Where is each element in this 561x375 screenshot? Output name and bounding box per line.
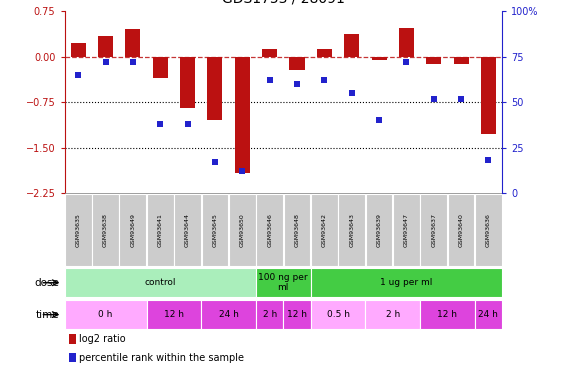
Bar [365,300,420,329]
Point [210,159,219,165]
Bar [98,36,113,57]
Point [292,81,301,87]
Bar [92,194,119,266]
Text: GSM93641: GSM93641 [158,213,163,247]
Text: 2 h: 2 h [263,310,277,319]
Text: time: time [35,310,59,320]
Bar [147,194,174,266]
Bar [208,57,223,120]
Point [128,59,137,65]
Point [101,59,110,65]
Bar [262,50,277,57]
Text: GSM93635: GSM93635 [76,213,81,247]
Text: GSM93638: GSM93638 [103,213,108,247]
Text: 12 h: 12 h [164,310,184,319]
Bar [201,194,228,266]
Bar [283,300,311,329]
Text: GSM93649: GSM93649 [130,213,135,247]
Point [347,90,356,96]
Text: GSM93640: GSM93640 [458,213,463,247]
Bar [481,57,496,134]
Bar [317,50,332,57]
Bar [174,194,201,266]
Bar [125,30,140,57]
Bar [399,28,414,57]
Bar [256,300,283,329]
Text: GSM93636: GSM93636 [486,213,491,247]
Bar [119,194,146,266]
Bar [146,300,201,329]
Bar [234,57,250,173]
Text: log2 ratio: log2 ratio [79,334,125,344]
Bar [475,194,502,266]
Text: 24 h: 24 h [479,310,498,319]
Bar [256,194,283,266]
Point [402,59,411,65]
Text: GSM93648: GSM93648 [295,213,300,247]
Point [73,72,82,78]
Text: 12 h: 12 h [287,310,307,319]
Text: 0 h: 0 h [98,310,113,319]
Bar [65,300,146,329]
Point [429,96,438,102]
Point [457,96,466,102]
Text: 100 ng per
ml: 100 ng per ml [259,273,308,292]
Text: 0.5 h: 0.5 h [327,310,350,319]
Bar [311,300,365,329]
Bar [65,194,91,266]
Bar [180,57,195,108]
Point [238,168,247,174]
Bar [344,34,359,57]
Bar [420,194,447,266]
Bar [371,57,387,60]
Bar [420,300,475,329]
Bar [256,268,311,297]
Text: percentile rank within the sample: percentile rank within the sample [79,352,243,363]
Bar [201,300,256,329]
Bar [453,57,468,64]
Bar [475,300,502,329]
Bar [426,57,442,64]
Bar [283,194,310,266]
Text: 1 ug per ml: 1 ug per ml [380,278,433,287]
Text: GDS1753 / 28091: GDS1753 / 28091 [222,0,345,6]
Bar [338,194,365,266]
Text: GSM93642: GSM93642 [322,213,327,247]
Bar [311,194,338,266]
Text: GSM93646: GSM93646 [267,213,272,247]
Text: GSM93647: GSM93647 [404,213,409,247]
Bar [311,268,502,297]
Bar [393,194,420,266]
Bar [153,57,168,78]
Text: GSM93639: GSM93639 [376,213,381,247]
Bar [366,194,393,266]
Text: GSM93644: GSM93644 [185,213,190,247]
Bar [448,194,475,266]
Bar [69,334,76,344]
Bar [65,268,256,297]
Text: 24 h: 24 h [219,310,238,319]
Text: GSM93650: GSM93650 [240,213,245,247]
Bar [229,194,256,266]
Text: dose: dose [34,278,59,288]
Point [183,121,192,127]
Text: GSM93643: GSM93643 [349,213,354,247]
Bar [289,57,305,70]
Point [375,117,384,123]
Bar [69,353,76,362]
Text: 2 h: 2 h [385,310,400,319]
Text: GSM93645: GSM93645 [213,213,218,247]
Text: control: control [145,278,176,287]
Point [265,77,274,83]
Text: GSM93637: GSM93637 [431,213,436,247]
Bar [71,44,86,57]
Point [320,77,329,83]
Point [156,121,165,127]
Point [484,158,493,164]
Text: 12 h: 12 h [438,310,457,319]
